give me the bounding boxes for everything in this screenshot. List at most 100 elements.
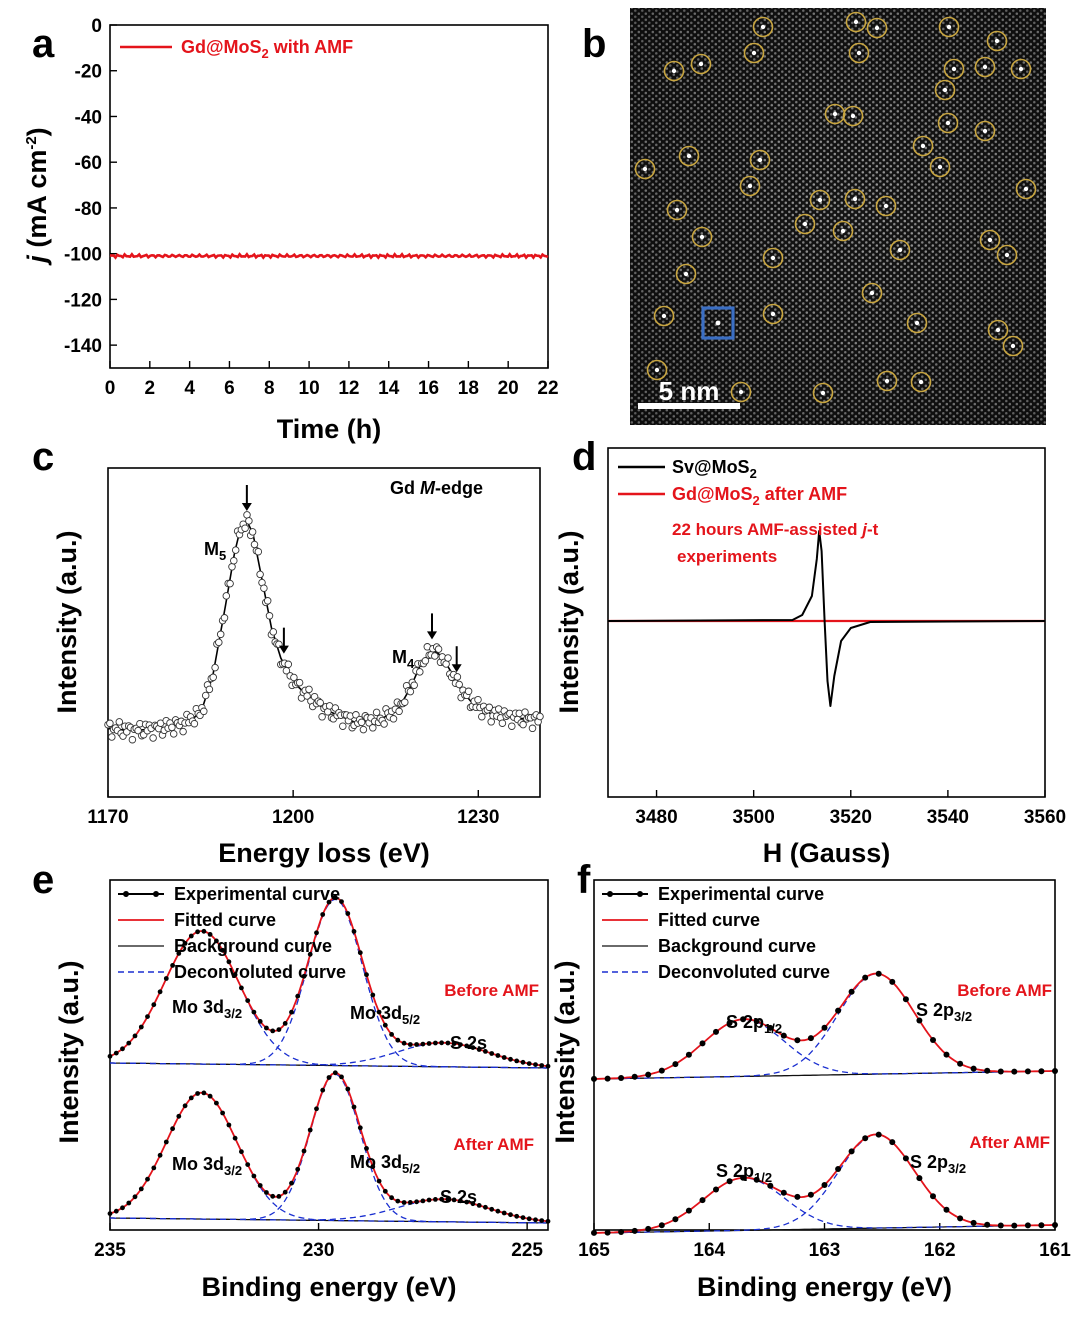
y-tick-label-a: -120 (64, 290, 102, 311)
gd-atom (850, 113, 856, 119)
experimental-point (176, 951, 182, 956)
gd-site-circle (690, 53, 712, 75)
eels-point (521, 708, 529, 716)
peak-label-e: Mo 3d5/2 (350, 1003, 420, 1027)
experimental-point (370, 992, 376, 998)
gd-atom (751, 50, 757, 56)
experimental-point (458, 1198, 463, 1204)
series-line-sv-mos2 (607, 530, 1046, 707)
peak-label-f: S 2p3/2 (916, 1000, 972, 1024)
condition-label-e: After AMF (453, 1135, 534, 1154)
gd-atom (802, 221, 808, 227)
gd-site-circle (762, 247, 784, 269)
y-tick-label-a: -40 (75, 107, 102, 128)
x-tick-label-a: 8 (264, 378, 275, 399)
experimental-point (433, 1040, 438, 1046)
experimental-point (439, 1040, 444, 1046)
experimental-point (239, 985, 244, 991)
experimental-point (1011, 1068, 1018, 1075)
experimental-point (163, 1139, 169, 1145)
panel-b: b 5 nm (582, 8, 1046, 425)
experimental-point (407, 1042, 413, 1047)
eels-point (352, 711, 360, 719)
peak-label-f: S 2p1/2 (716, 1161, 772, 1185)
experimental-point (395, 1037, 401, 1043)
experimental-point (163, 976, 169, 981)
plot-frame-d (607, 447, 1046, 798)
eels-point (222, 592, 231, 600)
gd-site-circle (986, 30, 1008, 52)
experimental-point (1052, 1222, 1058, 1228)
experimental-point (445, 1196, 451, 1202)
peak-arrowhead (427, 631, 437, 640)
gd-site-circle (861, 282, 883, 304)
eels-point (478, 712, 486, 721)
peak-arrowhead (278, 645, 289, 654)
experimental-point (245, 1162, 251, 1167)
experimental-point (376, 1009, 382, 1015)
eels-point (305, 685, 313, 694)
eels-point (339, 722, 347, 730)
y-axis-label-e: Intensity (a.u.) (54, 960, 84, 1143)
experimental-point (943, 1051, 950, 1058)
experimental-point (170, 963, 176, 968)
x-tick-label-f: 164 (693, 1240, 725, 1261)
eels-point (410, 681, 418, 689)
experimental-point (245, 998, 251, 1003)
panel-label-d: d (572, 435, 596, 479)
gd-atom (683, 271, 689, 277)
eels-point (149, 734, 157, 742)
legend-label-f: Background curve (658, 936, 816, 956)
experimental-point (439, 1196, 444, 1202)
panel-label-b: b (582, 22, 606, 66)
eels-point (395, 707, 403, 716)
y-axis-label-c: Intensity (a.u.) (52, 530, 82, 713)
peak-label-m4: M4 (392, 647, 415, 671)
experimental-point (740, 1016, 747, 1023)
experimental-point (401, 1040, 407, 1046)
y-axis-label-d: Intensity (a.u.) (554, 530, 584, 713)
eels-point (474, 695, 482, 704)
peak-label-e: Mo 3d5/2 (350, 1152, 420, 1176)
experimental-point (214, 938, 219, 944)
x-tick-label-c: 1170 (87, 807, 128, 828)
panel-f: f 165 164 163 162 161 Binding energy (eV) Inten… (550, 858, 1071, 1302)
eels-point (519, 720, 527, 729)
experimental-point (257, 1019, 263, 1024)
x-tick-label-d: 3480 (635, 807, 677, 828)
experimental-point (201, 1090, 207, 1096)
x-tick-label-f: 162 (924, 1240, 956, 1261)
x-tick-label-e: 235 (94, 1240, 126, 1261)
deconvoluted-curve (110, 1042, 549, 1067)
gd-atom (987, 237, 993, 243)
x-tick-label-c: 1200 (272, 807, 314, 828)
experimental-point (251, 1009, 257, 1015)
experimental-point (376, 1178, 382, 1184)
experimental-point (451, 1041, 457, 1046)
panel-d: d 3480 3500 3520 3540 3560 H (Gauss) Intensity … (554, 435, 1066, 868)
experimental-point (426, 1197, 432, 1203)
experimental-point (645, 1225, 652, 1232)
gd-site-circle (678, 145, 700, 167)
experimental-point (483, 1204, 488, 1210)
gd-atom (642, 166, 648, 172)
eels-point (421, 657, 430, 665)
experimental-point (176, 1113, 182, 1119)
experimental-point (495, 1053, 501, 1058)
experimental-point (301, 973, 307, 979)
gd-atom (674, 207, 680, 213)
eels-point (248, 528, 257, 536)
gd-atom (869, 290, 875, 296)
experimental-point (214, 1100, 219, 1106)
experimental-point (726, 1020, 733, 1026)
x-tick-label-f: 161 (1039, 1240, 1071, 1261)
gd-site-circle (974, 56, 996, 78)
experimental-point (1052, 1068, 1058, 1074)
y-tick-label-a: 0 (91, 16, 102, 37)
experimental-point (307, 951, 313, 957)
highlight-square (701, 306, 735, 340)
plot-frame-c (107, 467, 541, 798)
eels-point (201, 691, 210, 700)
eels-point (190, 719, 199, 728)
experimental-point (957, 1215, 964, 1222)
